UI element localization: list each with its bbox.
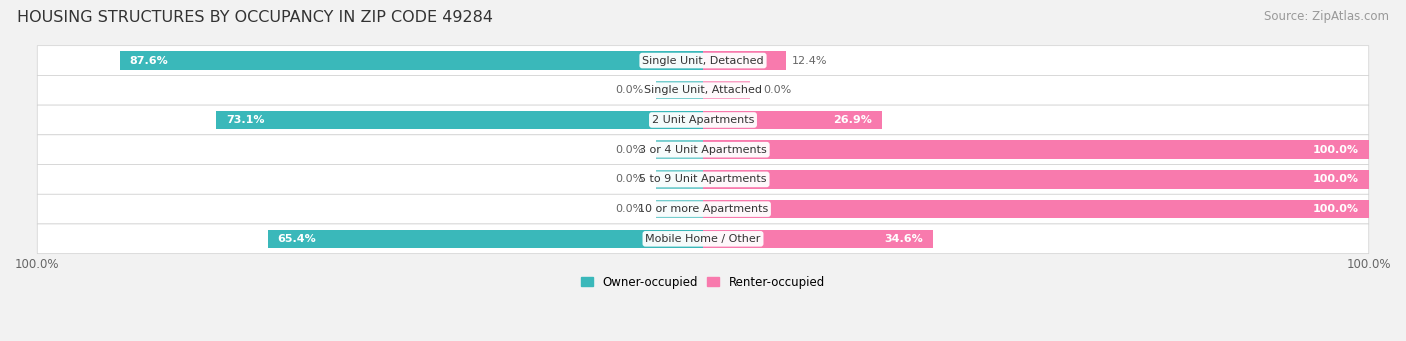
Text: 34.6%: 34.6% [884,234,924,244]
Bar [657,81,703,100]
Text: 65.4%: 65.4% [277,234,316,244]
FancyBboxPatch shape [37,135,1369,165]
Text: 87.6%: 87.6% [129,56,169,65]
Text: Mobile Home / Other: Mobile Home / Other [645,234,761,244]
Legend: Owner-occupied, Renter-occupied: Owner-occupied, Renter-occupied [576,271,830,294]
Bar [703,111,882,129]
FancyBboxPatch shape [37,165,1369,194]
Text: 0.0%: 0.0% [614,85,643,95]
FancyBboxPatch shape [37,105,1369,135]
FancyBboxPatch shape [37,224,1369,254]
Text: Source: ZipAtlas.com: Source: ZipAtlas.com [1264,10,1389,23]
FancyBboxPatch shape [37,46,1369,75]
Bar [657,200,703,218]
Bar [657,140,703,159]
Text: 100.0%: 100.0% [1313,204,1358,214]
Bar [120,51,703,70]
Text: 2 Unit Apartments: 2 Unit Apartments [652,115,754,125]
Text: 0.0%: 0.0% [614,204,643,214]
Bar [267,229,703,248]
Bar [657,170,703,189]
Bar [703,229,934,248]
Text: 100.0%: 100.0% [1313,174,1358,184]
Text: 100.0%: 100.0% [1313,145,1358,155]
Text: 26.9%: 26.9% [834,115,872,125]
Bar [703,170,1369,189]
Text: Single Unit, Attached: Single Unit, Attached [644,85,762,95]
Text: 3 or 4 Unit Apartments: 3 or 4 Unit Apartments [640,145,766,155]
Text: 0.0%: 0.0% [614,174,643,184]
Bar [703,140,1369,159]
Text: 0.0%: 0.0% [614,145,643,155]
Bar [703,200,1369,218]
Text: Single Unit, Detached: Single Unit, Detached [643,56,763,65]
Bar [703,81,749,100]
Text: 12.4%: 12.4% [792,56,828,65]
Text: 5 to 9 Unit Apartments: 5 to 9 Unit Apartments [640,174,766,184]
Text: 10 or more Apartments: 10 or more Apartments [638,204,768,214]
Text: 73.1%: 73.1% [226,115,264,125]
FancyBboxPatch shape [37,194,1369,224]
Text: 0.0%: 0.0% [763,85,792,95]
FancyBboxPatch shape [37,75,1369,105]
Text: HOUSING STRUCTURES BY OCCUPANCY IN ZIP CODE 49284: HOUSING STRUCTURES BY OCCUPANCY IN ZIP C… [17,10,494,25]
Bar [703,51,786,70]
Bar [217,111,703,129]
